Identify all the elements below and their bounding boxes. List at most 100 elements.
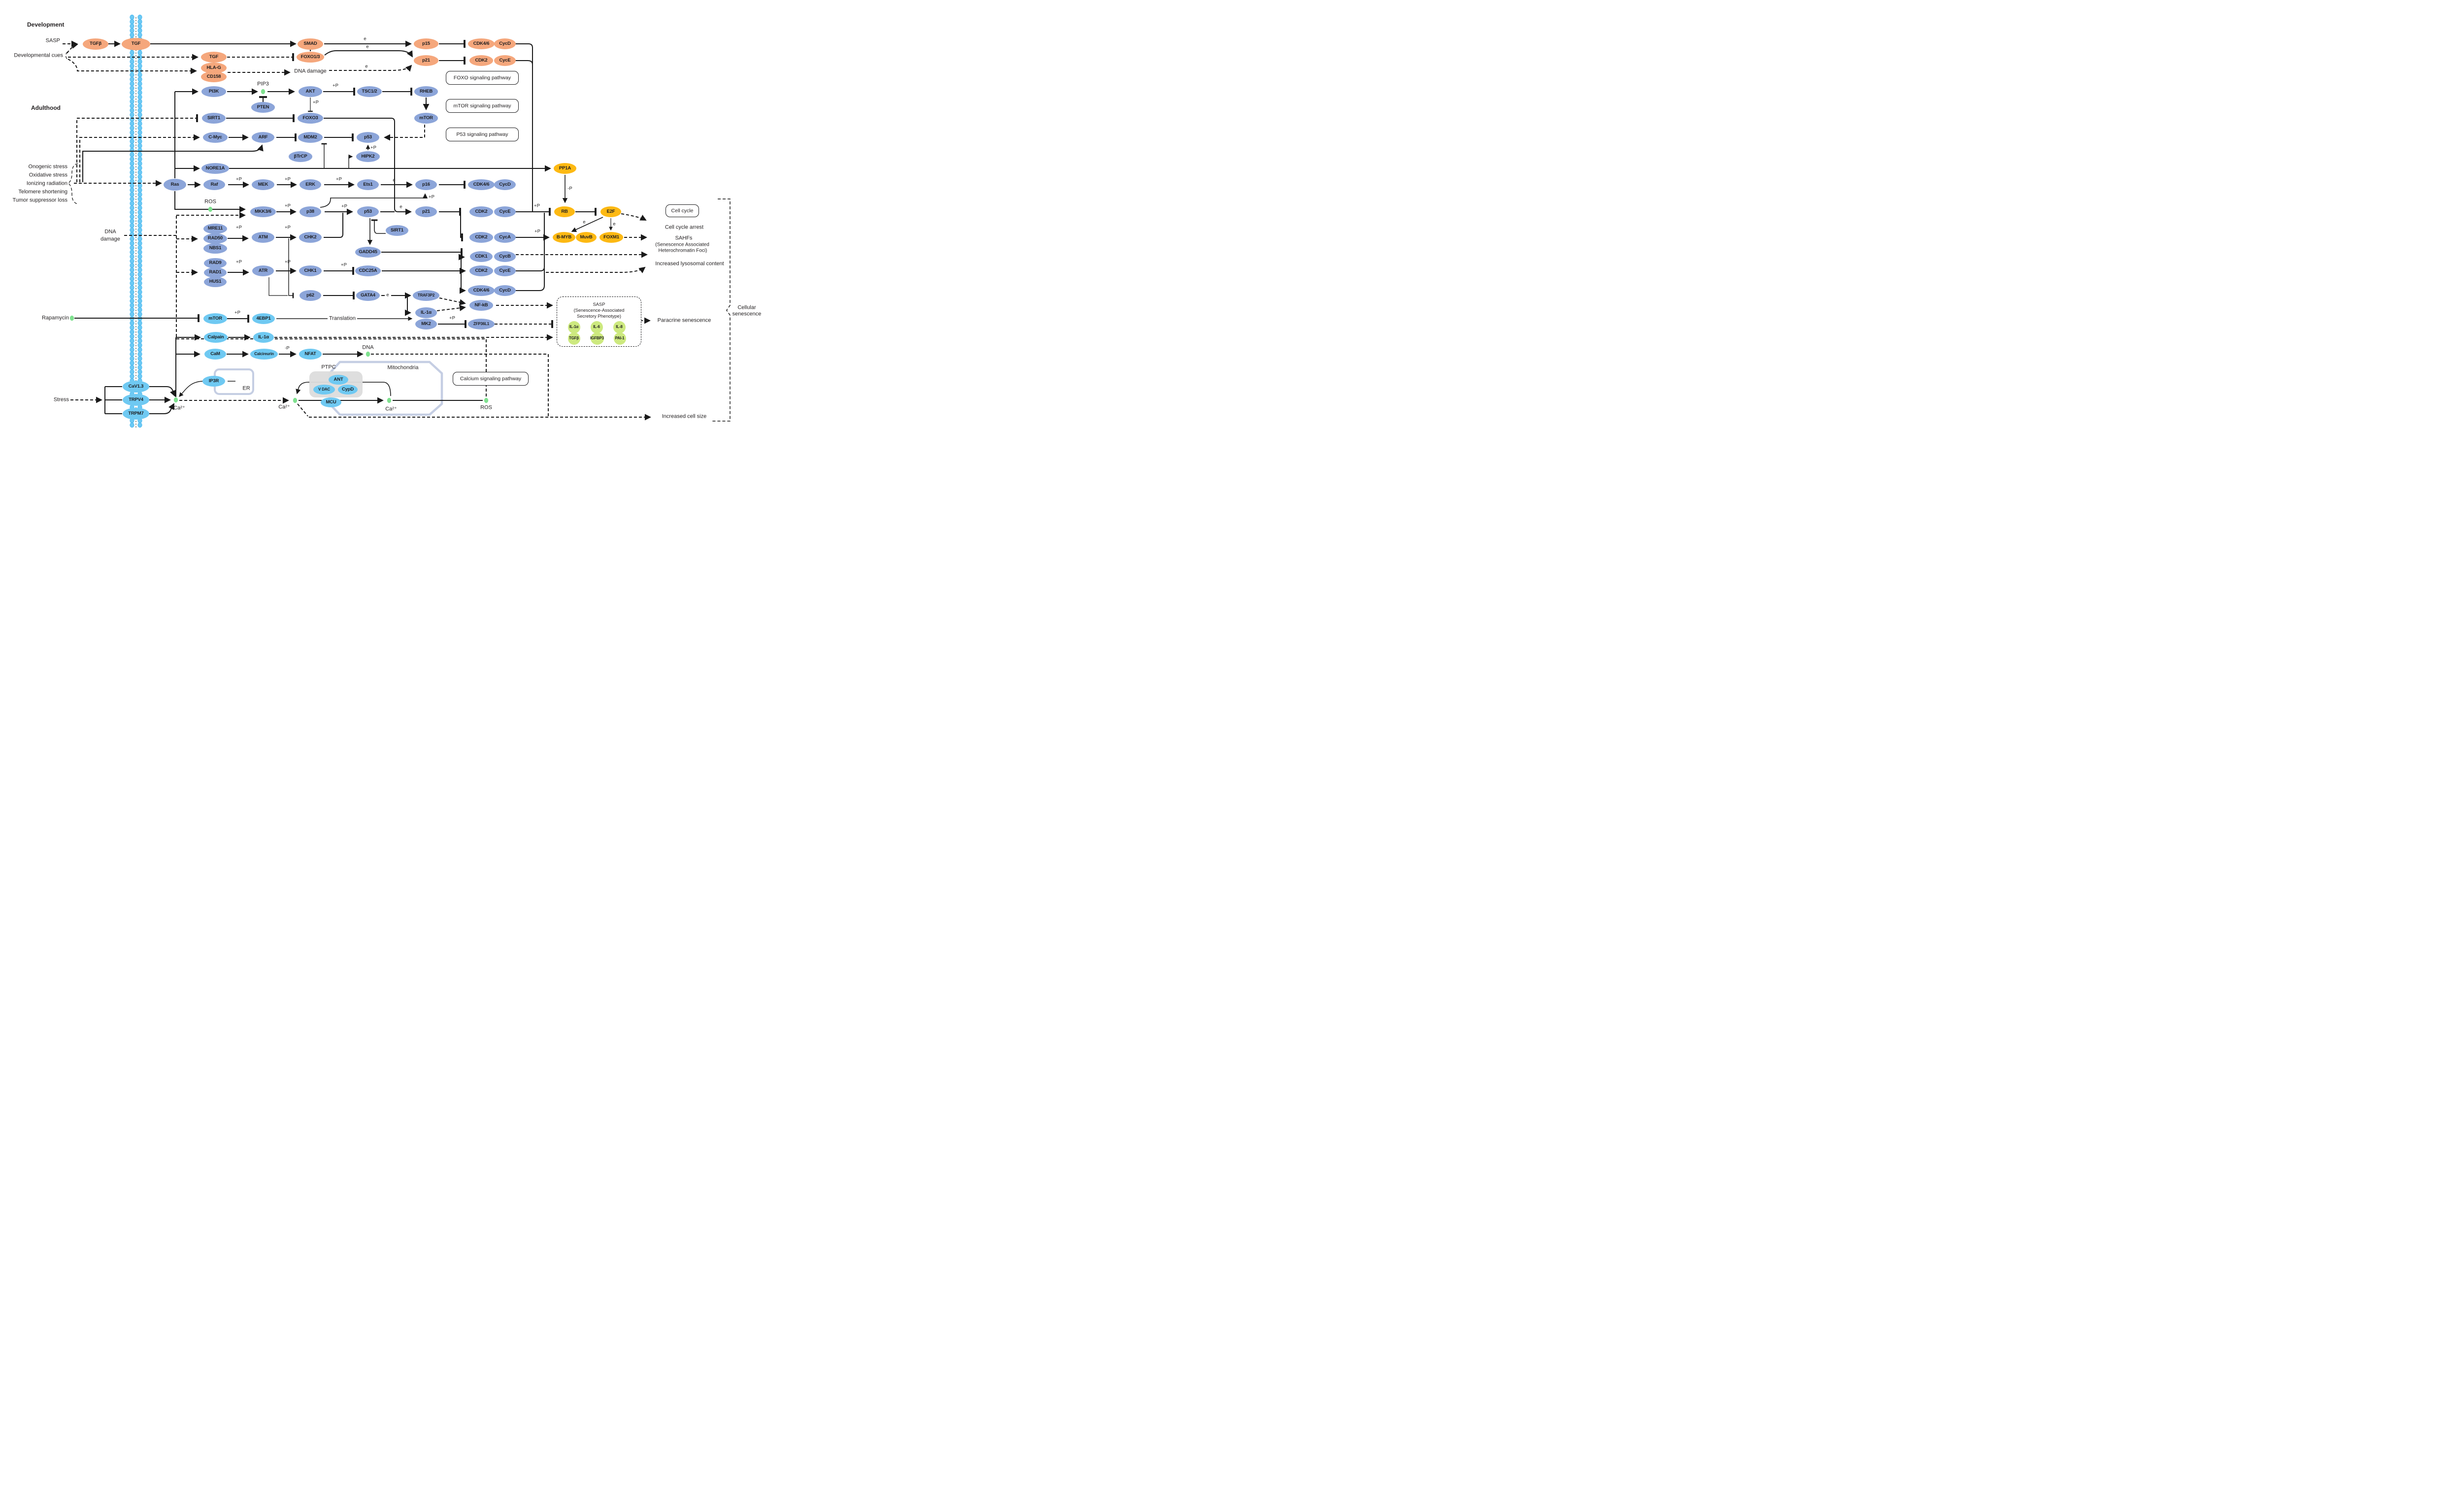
node-cdk1[interactable]: CDK1 <box>470 251 493 262</box>
node-cd158[interactable]: CD158 <box>201 71 227 82</box>
node-sasp-il6[interactable]: IL-6 <box>590 321 603 333</box>
node-foxo3[interactable]: FOXO3 <box>298 113 323 124</box>
node-cav13[interactable]: CaV1.3 <box>123 381 149 393</box>
node-btrcp[interactable]: βTrCP <box>289 151 312 162</box>
node-hus1[interactable]: HUS1 <box>204 276 227 287</box>
node-rad50[interactable]: RAD50 <box>203 233 227 244</box>
label-pip3: PIP3 <box>257 81 269 87</box>
label-ca1: Ca²⁺ <box>173 405 185 411</box>
node-cyca[interactable]: CycA <box>494 232 516 243</box>
node-cdk46-b[interactable]: CDK4/6 <box>468 179 495 190</box>
node-cmyc[interactable]: C-Myc <box>203 132 228 143</box>
node-pi3k[interactable]: PI3K <box>201 86 226 97</box>
node-foxm1[interactable]: FOXM1 <box>599 232 623 243</box>
node-ip3r[interactable]: IP3R <box>202 376 225 387</box>
node-mdm2[interactable]: MDM2 <box>298 132 323 143</box>
node-cdk2-c[interactable]: CDK2 <box>469 232 493 243</box>
node-nbs1[interactable]: NBS1 <box>203 243 227 254</box>
node-tgf-receptor[interactable]: TGF <box>122 37 150 50</box>
node-hlag[interactable]: HLA-G <box>201 63 227 73</box>
node-mek[interactable]: MEK <box>252 179 274 190</box>
node-cyce-o[interactable]: CycE <box>494 55 516 66</box>
node-cdc25a[interactable]: CDC25A <box>355 265 381 276</box>
node-cypd[interactable]: CypD <box>338 385 358 394</box>
node-vdac[interactable]: V DAC <box>313 385 335 394</box>
node-zfp36l1[interactable]: ZFP36L1 <box>468 319 495 329</box>
node-chk1[interactable]: CHK1 <box>299 265 322 276</box>
node-cycd-c[interactable]: CycD <box>494 285 516 296</box>
node-trpm7[interactable]: TRPM7 <box>123 408 149 420</box>
node-sasp-tgfb[interactable]: TGFβ <box>567 332 580 345</box>
node-mk2[interactable]: MK2 <box>415 319 437 329</box>
node-tgf2[interactable]: TGF <box>201 52 227 63</box>
node-traf3p2[interactable]: TRAF3P2 <box>413 290 439 301</box>
node-rb[interactable]: RB <box>554 206 575 217</box>
node-sasp-igfbp3[interactable]: IGFBP3 <box>590 332 604 345</box>
node-mtor1[interactable]: mTOR <box>414 113 438 124</box>
node-nore1a[interactable]: NORE1A <box>201 163 229 174</box>
node-rheb[interactable]: RHEB <box>414 86 438 97</box>
node-cycb[interactable]: CycB <box>494 251 516 262</box>
node-nfat[interactable]: NFAT <box>299 349 322 360</box>
node-tgfb-ligand[interactable]: TGFβ <box>83 38 108 50</box>
node-cyce-c[interactable]: CycE <box>494 265 516 276</box>
node-pp1a[interactable]: PP1A <box>554 163 576 174</box>
node-nfkb[interactable]: NF-kB <box>469 300 493 311</box>
node-hipk2[interactable]: HIPK2 <box>356 151 380 162</box>
node-sirt1[interactable]: SIRT1 <box>202 113 226 124</box>
node-mcu[interactable]: MCU <box>321 397 341 407</box>
node-cyce-b[interactable]: CycE <box>494 206 516 217</box>
node-tsc12[interactable]: TSC1/2 <box>357 86 382 97</box>
node-gadd45[interactable]: GADD45 <box>355 247 381 258</box>
node-trpv4[interactable]: TRPV4 <box>123 394 149 406</box>
node-ras[interactable]: Ras <box>164 179 186 191</box>
node-p62[interactable]: p62 <box>300 290 321 301</box>
node-mkk36[interactable]: MKK3/6 <box>250 206 276 217</box>
node-mtor2[interactable]: mTOR <box>203 313 227 324</box>
node-sasp-il1a[interactable]: IL-1α <box>567 321 580 333</box>
node-cycd-o[interactable]: CycD <box>494 38 516 49</box>
node-4ebp1[interactable]: 4EBP1 <box>252 313 275 324</box>
node-e2f[interactable]: E2F <box>600 206 621 217</box>
node-pten[interactable]: PTEN <box>251 102 275 113</box>
node-cdk46-o[interactable]: CDK4/6 <box>468 38 495 49</box>
node-arf[interactable]: ARF <box>252 132 274 143</box>
node-atm[interactable]: ATM <box>252 232 274 243</box>
node-akt[interactable]: AKT <box>299 86 322 97</box>
node-sasp-pai1[interactable]: PAI-1 <box>613 332 626 345</box>
node-cycd-b[interactable]: CycD <box>494 179 516 190</box>
node-cdk2-b[interactable]: CDK2 <box>469 206 493 217</box>
node-sirt1b[interactable]: SIRT1 <box>386 225 408 236</box>
node-raf[interactable]: Raf <box>203 179 225 190</box>
node-erk[interactable]: ERK <box>300 179 321 190</box>
node-chk2[interactable]: CHK2 <box>299 232 322 243</box>
node-p16[interactable]: p16 <box>415 179 437 190</box>
node-sasp-il8[interactable]: IL-8 <box>613 321 626 333</box>
node-p21b[interactable]: p21 <box>415 206 437 217</box>
node-il1a-b[interactable]: IL-1α <box>415 307 437 318</box>
node-atr[interactable]: ATR <box>252 265 274 276</box>
node-calpain[interactable]: Calpain <box>204 332 228 343</box>
node-cdk2-o[interactable]: CDK2 <box>469 55 493 66</box>
label-ros2: ROS <box>480 404 492 411</box>
node-cdk2-d[interactable]: CDK2 <box>469 265 493 276</box>
node-ets1[interactable]: Ets1 <box>357 179 379 190</box>
node-rad9[interactable]: RAD9 <box>204 258 227 268</box>
node-smad[interactable]: SMAD <box>298 38 323 50</box>
node-ant[interactable]: ANT <box>329 375 348 385</box>
node-bmyb[interactable]: B-MYB <box>553 232 575 243</box>
node-p38[interactable]: p38 <box>300 206 321 217</box>
node-calcireurin[interactable]: Calcireurin <box>250 349 278 360</box>
node-foxo13[interactable]: FOXO1/3 <box>297 52 324 63</box>
node-rad1[interactable]: RAD1 <box>204 267 227 278</box>
node-mre11[interactable]: MRE11 <box>203 223 227 234</box>
node-p21-o[interactable]: p21 <box>414 55 438 66</box>
node-il1a-d[interactable]: IL-1α <box>253 332 274 343</box>
node-cam[interactable]: CaM <box>204 349 226 360</box>
node-muvb[interactable]: MuvB <box>576 232 597 243</box>
node-p53b[interactable]: p53 <box>357 206 379 217</box>
node-cdk46-c[interactable]: CDK4/6 <box>468 285 495 296</box>
node-p15[interactable]: p15 <box>414 38 438 49</box>
node-p53a[interactable]: p53 <box>357 132 379 143</box>
node-gata4[interactable]: GATA4 <box>356 290 380 301</box>
